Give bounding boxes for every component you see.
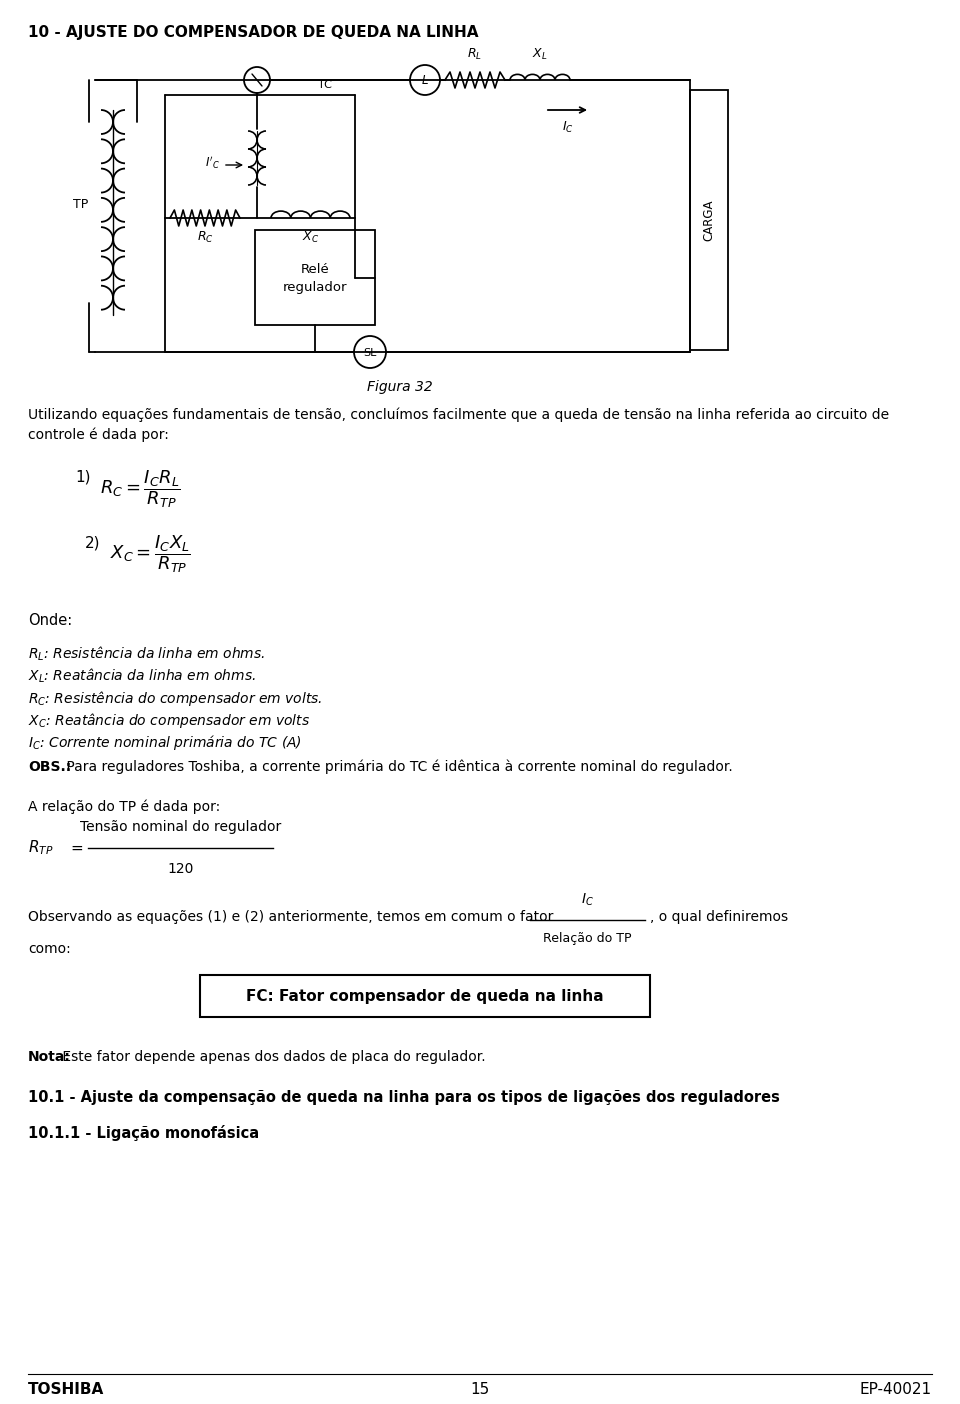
Text: Utilizando equações fundamentais de tensão, concluímos facilmente que a queda de: Utilizando equações fundamentais de tens…	[28, 409, 889, 423]
Text: $R_{TP}$: $R_{TP}$	[28, 838, 54, 858]
Text: $I_C$: Corrente nominal primária do TC (A): $I_C$: Corrente nominal primária do TC (…	[28, 733, 302, 753]
Text: $R_L$: Resistência da linha em ohms.: $R_L$: Resistência da linha em ohms.	[28, 644, 265, 664]
Text: $X_L$: Reatância da linha em ohms.: $X_L$: Reatância da linha em ohms.	[28, 667, 255, 685]
Text: SL: SL	[363, 348, 376, 358]
Circle shape	[410, 65, 440, 95]
Text: A relação do TP é dada por:: A relação do TP é dada por:	[28, 800, 220, 814]
Text: $R_C$: $R_C$	[197, 230, 213, 246]
Circle shape	[354, 336, 386, 368]
Text: Observando as equações (1) e (2) anteriormente, temos em comum o fator: Observando as equações (1) e (2) anterio…	[28, 910, 553, 924]
Text: TC: TC	[318, 80, 332, 90]
Bar	[690, 90, 728, 350]
Text: =: =	[70, 841, 83, 855]
Text: Para reguladores Toshiba, a corrente primária do TC é idêntica à corrente nomina: Para reguladores Toshiba, a corrente pri…	[62, 760, 732, 775]
Text: Figura 32: Figura 32	[367, 380, 433, 395]
Text: , o qual definiremos: , o qual definiremos	[650, 910, 788, 924]
Text: 2): 2)	[85, 535, 101, 550]
Text: $X_L$: $X_L$	[532, 46, 548, 62]
Text: como:: como:	[28, 942, 71, 956]
Text: Relé: Relé	[300, 263, 329, 277]
Text: $I_C$: $I_C$	[562, 119, 573, 135]
Text: 1): 1)	[75, 470, 90, 484]
Text: EP-40021: EP-40021	[860, 1382, 932, 1397]
Text: 120: 120	[167, 862, 194, 876]
Text: 15: 15	[470, 1382, 490, 1397]
Text: CARGA: CARGA	[703, 199, 715, 240]
Text: $X_C = \dfrac{I_C X_L}{R_{TP}}$: $X_C = \dfrac{I_C X_L}{R_{TP}}$	[110, 534, 191, 574]
Text: regulador: regulador	[283, 281, 348, 293]
Text: TOSHIBA: TOSHIBA	[28, 1382, 105, 1397]
Text: $R_L$: $R_L$	[468, 46, 483, 62]
Text: $I_C$: $I_C$	[581, 892, 594, 908]
Text: 10.1 - Ajuste da compensação de queda na linha para os tipos de ligações dos reg: 10.1 - Ajuste da compensação de queda na…	[28, 1090, 780, 1105]
Text: $X_C$: Reatância do compensador em volts: $X_C$: Reatância do compensador em volts	[28, 710, 310, 730]
Text: FC: Fator compensador de queda na linha: FC: Fator compensador de queda na linha	[246, 988, 604, 1004]
Text: Nota:: Nota:	[28, 1050, 71, 1064]
Text: $I'_C$: $I'_C$	[205, 154, 220, 171]
Text: Onde:: Onde:	[28, 614, 72, 628]
Text: 10.1.1 - Ligação monofásica: 10.1.1 - Ligação monofásica	[28, 1125, 259, 1141]
Text: L: L	[421, 73, 428, 87]
Text: Tensão nominal do regulador: Tensão nominal do regulador	[80, 820, 281, 834]
Text: OBS.:: OBS.:	[28, 760, 71, 774]
Text: $X_C$: $X_C$	[301, 230, 319, 246]
Text: Relação do TP: Relação do TP	[543, 932, 632, 945]
Bar	[255, 230, 375, 324]
Text: $R_C = \dfrac{I_C R_L}{R_{TP}}$: $R_C = \dfrac{I_C R_L}{R_{TP}}$	[100, 468, 180, 510]
Text: Este fator depende apenas dos dados de placa do regulador.: Este fator depende apenas dos dados de p…	[58, 1050, 486, 1064]
Text: 10 - AJUSTE DO COMPENSADOR DE QUEDA NA LINHA: 10 - AJUSTE DO COMPENSADOR DE QUEDA NA L…	[28, 25, 478, 39]
Text: TP: TP	[73, 198, 88, 211]
Text: $R_C$: Resistência do compensador em volts.: $R_C$: Resistência do compensador em vol…	[28, 689, 323, 708]
Text: controle é dada por:: controle é dada por:	[28, 427, 169, 441]
Bar	[200, 974, 650, 1016]
